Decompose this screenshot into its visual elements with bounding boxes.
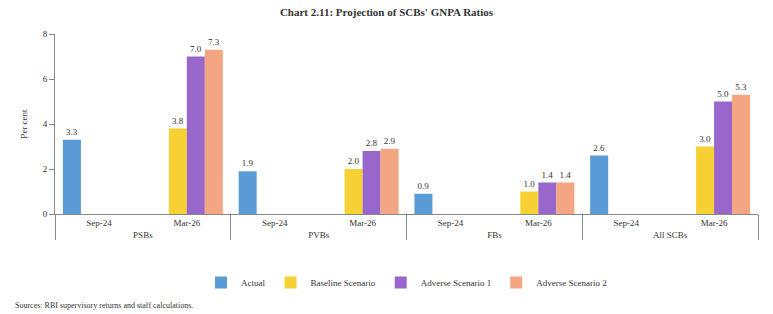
svg-text:Mar-26: Mar-26 bbox=[349, 218, 376, 228]
svg-text:3.0: 3.0 bbox=[699, 134, 711, 144]
svg-text:4: 4 bbox=[43, 119, 48, 129]
svg-text:Sep-24: Sep-24 bbox=[86, 218, 112, 228]
svg-text:Sep-24: Sep-24 bbox=[438, 218, 464, 228]
svg-text:Actual: Actual bbox=[241, 278, 265, 288]
svg-text:Mar-26: Mar-26 bbox=[701, 218, 728, 228]
svg-text:Per cent: Per cent bbox=[19, 109, 29, 139]
svg-text:1.4: 1.4 bbox=[559, 170, 571, 180]
svg-text:5.0: 5.0 bbox=[717, 89, 729, 99]
svg-text:2.8: 2.8 bbox=[366, 138, 378, 148]
svg-text:8: 8 bbox=[43, 29, 48, 39]
svg-text:6: 6 bbox=[43, 74, 48, 84]
svg-text:Sep-24: Sep-24 bbox=[262, 218, 288, 228]
svg-text:Sources: RBI supervisory retur: Sources: RBI supervisory returns and sta… bbox=[15, 301, 193, 310]
svg-text:FBs: FBs bbox=[487, 230, 502, 240]
svg-text:Sep-24: Sep-24 bbox=[613, 218, 639, 228]
svg-text:1.4: 1.4 bbox=[541, 170, 553, 180]
svg-text:1.0: 1.0 bbox=[523, 179, 535, 189]
svg-text:PVBs: PVBs bbox=[308, 230, 330, 240]
svg-text:3.3: 3.3 bbox=[66, 127, 78, 137]
svg-text:2.6: 2.6 bbox=[593, 143, 605, 153]
svg-text:Mar-26: Mar-26 bbox=[525, 218, 552, 228]
svg-text:Baseline Scenario: Baseline Scenario bbox=[310, 278, 375, 288]
svg-text:Chart 2.11: Projection of SCBs: Chart 2.11: Projection of SCBs' GNPA Rat… bbox=[280, 6, 494, 18]
svg-text:Adverse Scenario 2: Adverse Scenario 2 bbox=[536, 278, 606, 288]
svg-text:2.9: 2.9 bbox=[384, 136, 396, 146]
svg-text:2.0: 2.0 bbox=[348, 156, 360, 166]
svg-text:1.9: 1.9 bbox=[242, 158, 254, 168]
svg-text:5.3: 5.3 bbox=[735, 82, 747, 92]
svg-text:Adverse Scenario 1: Adverse Scenario 1 bbox=[421, 278, 491, 288]
svg-text:0: 0 bbox=[43, 209, 48, 219]
svg-text:PSBs: PSBs bbox=[133, 230, 153, 240]
svg-text:2: 2 bbox=[43, 164, 48, 174]
svg-text:7.0: 7.0 bbox=[190, 44, 202, 54]
svg-text:3.8: 3.8 bbox=[172, 116, 184, 126]
svg-text:7.3: 7.3 bbox=[208, 37, 220, 47]
svg-text:All SCBs: All SCBs bbox=[653, 230, 688, 240]
svg-text:0.9: 0.9 bbox=[418, 181, 430, 191]
svg-text:Mar-26: Mar-26 bbox=[173, 218, 200, 228]
